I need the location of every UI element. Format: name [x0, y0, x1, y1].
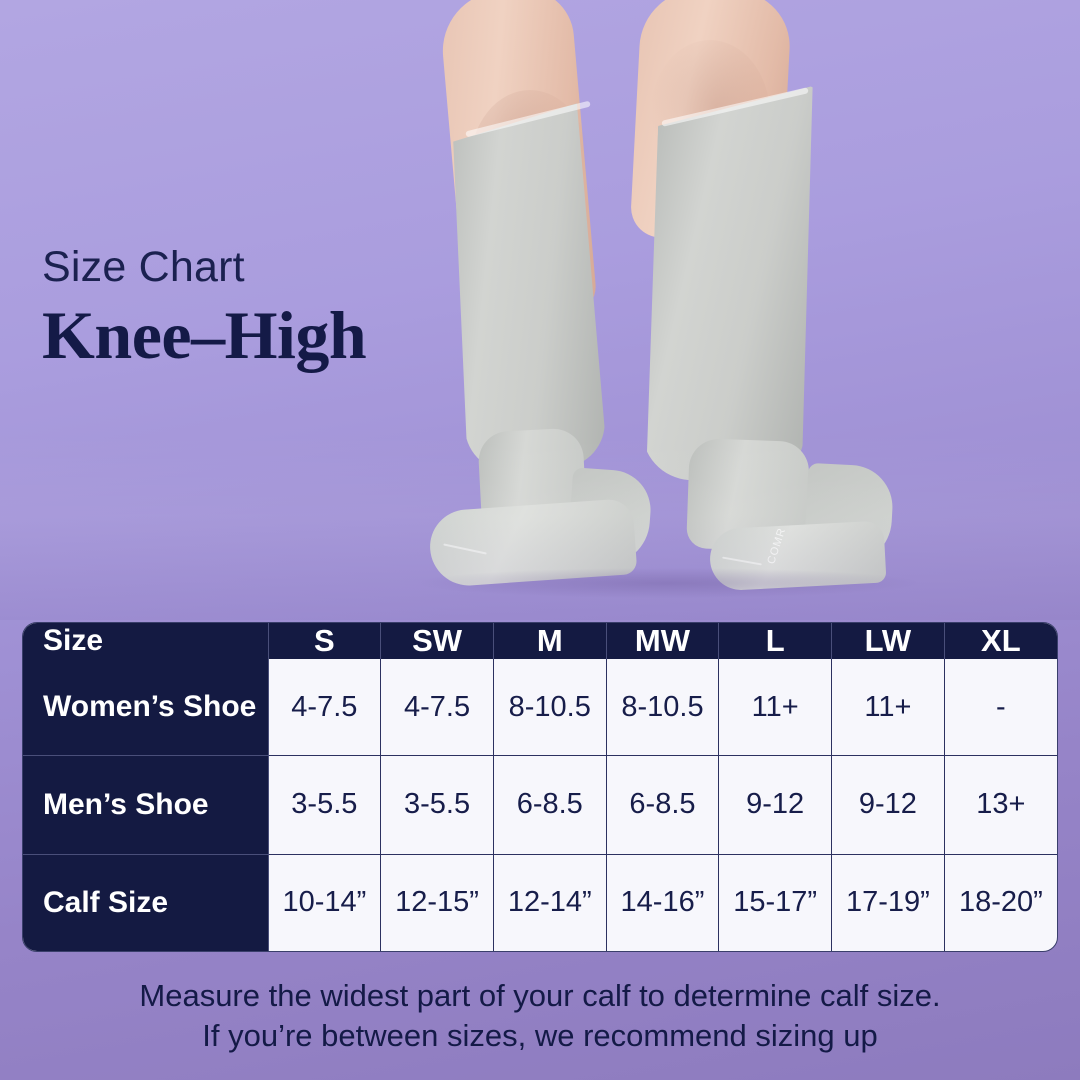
cell-calf-xl: 18-20”: [958, 886, 1043, 919]
cell-mens-xl: 13+: [944, 755, 1057, 855]
header-col-1: SW: [380, 623, 494, 659]
size-table-element: Size S SW M MW L LW XL Women’s Shoe 4-7.…: [23, 623, 1057, 951]
note-line-2: If you’re between sizes, we recommend si…: [202, 1018, 878, 1054]
cell-calf-lw: 17-19”: [831, 854, 945, 951]
table-row: Calf Size 10-14” 12-15” 12-14” 14-16” 15…: [23, 854, 1057, 951]
cell-womens-lw: 11+: [831, 659, 945, 757]
cell-mens-m: 6-8.5: [493, 755, 607, 855]
header-col-2: M: [493, 623, 607, 659]
row-label-womens-shoe: Women’s Shoe: [23, 659, 269, 757]
cell-calf-m: 12-14”: [493, 854, 607, 951]
header-col-0: S: [268, 623, 382, 659]
cell-mens-s: 3-5.5: [268, 755, 382, 855]
cell-mens-sw: 3-5.5: [380, 755, 494, 855]
table-row: Women’s Shoe 4-7.5 4-7.5 8-10.5 8-10.5 1…: [23, 659, 1057, 757]
table-row: Men’s Shoe 3-5.5 3-5.5 6-8.5 6-8.5 9-12 …: [23, 755, 1057, 855]
header-col-6: XL: [944, 623, 1057, 659]
product-photo: COMR: [0, 0, 1080, 620]
row-label-mens-shoe: Men’s Shoe: [23, 755, 269, 855]
right-sock-calf: [640, 78, 823, 486]
page-eyebrow: Size Chart: [42, 243, 245, 291]
cell-womens-l: 11+: [718, 659, 833, 757]
size-chart-table: Size S SW M MW L LW XL Women’s Shoe 4-7.…: [22, 622, 1058, 952]
measurement-note: Measure the widest part of your calf to …: [0, 976, 1080, 1057]
cell-calf-sw: 12-15”: [380, 854, 494, 951]
header-size-label: Size: [23, 623, 269, 659]
cell-womens-m: 8-10.5: [493, 659, 607, 757]
cell-mens-mw: 6-8.5: [606, 755, 720, 855]
cell-calf-s: 10-14”: [268, 854, 382, 951]
cell-womens-xl: -: [944, 659, 1057, 757]
floor-gradient: [0, 430, 1080, 620]
page-title: Knee–High: [42, 297, 367, 373]
ground-shadow: [418, 568, 918, 598]
cell-mens-lw: 9-12: [831, 755, 945, 855]
cell-calf-mw: 14-16”: [606, 854, 720, 951]
heading-block: Size Chart Knee–High: [42, 243, 367, 373]
cell-womens-mw: 8-10.5: [606, 659, 720, 757]
row-label-calf-size: Calf Size: [23, 854, 269, 951]
table-header: Size S SW M MW L LW XL: [23, 623, 1057, 659]
note-line-1: Measure the widest part of your calf to …: [139, 978, 941, 1013]
table-body: Women’s Shoe 4-7.5 4-7.5 8-10.5 8-10.5 1…: [23, 659, 1057, 951]
cell-mens-l: 9-12: [718, 755, 833, 855]
cell-womens-sw: 4-7.5: [380, 659, 494, 757]
cell-calf-l: 15-17”: [718, 854, 833, 951]
header-col-3: MW: [606, 623, 720, 659]
cell-womens-s: 4-7.5: [268, 659, 382, 757]
header-col-5: LW: [831, 623, 945, 659]
header-col-4: L: [718, 623, 833, 659]
table-header-row: Size S SW M MW L LW XL: [23, 623, 1057, 659]
